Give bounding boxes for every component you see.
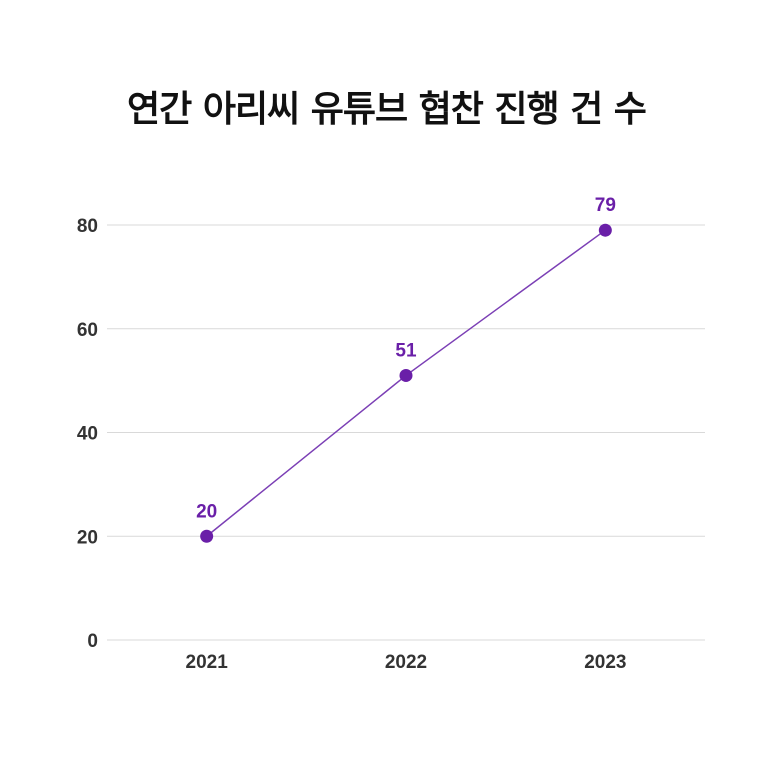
y-axis-ticks: 0 20 40 60 80 [77,216,98,652]
series-line [206,229,606,537]
gridlines [107,224,705,641]
data-label-2022: 51 [395,340,417,361]
chart-title: 연간 아리씨 유튜브 협찬 진행 건 수 [127,89,647,130]
x-axis-ticks: 2021 2022 2023 [186,652,627,673]
y-tick-label-40: 40 [77,424,98,445]
y-tick-label-60: 60 [77,320,98,341]
data-point-2023 [598,223,612,237]
x-tick-label-2022: 2022 [385,652,427,673]
data-labels: 20 51 79 [196,195,616,522]
series-line-group [200,223,612,543]
data-label-2021: 20 [196,501,217,522]
data-label-2023: 79 [595,195,616,216]
data-point-2022 [399,368,413,382]
data-point-2021 [200,529,214,543]
y-tick-label-20: 20 [77,527,98,548]
x-tick-label-2021: 2021 [186,652,229,673]
x-tick-label-2023: 2023 [584,652,626,673]
y-tick-label-80: 80 [77,216,98,237]
y-tick-label-0: 0 [87,631,98,652]
